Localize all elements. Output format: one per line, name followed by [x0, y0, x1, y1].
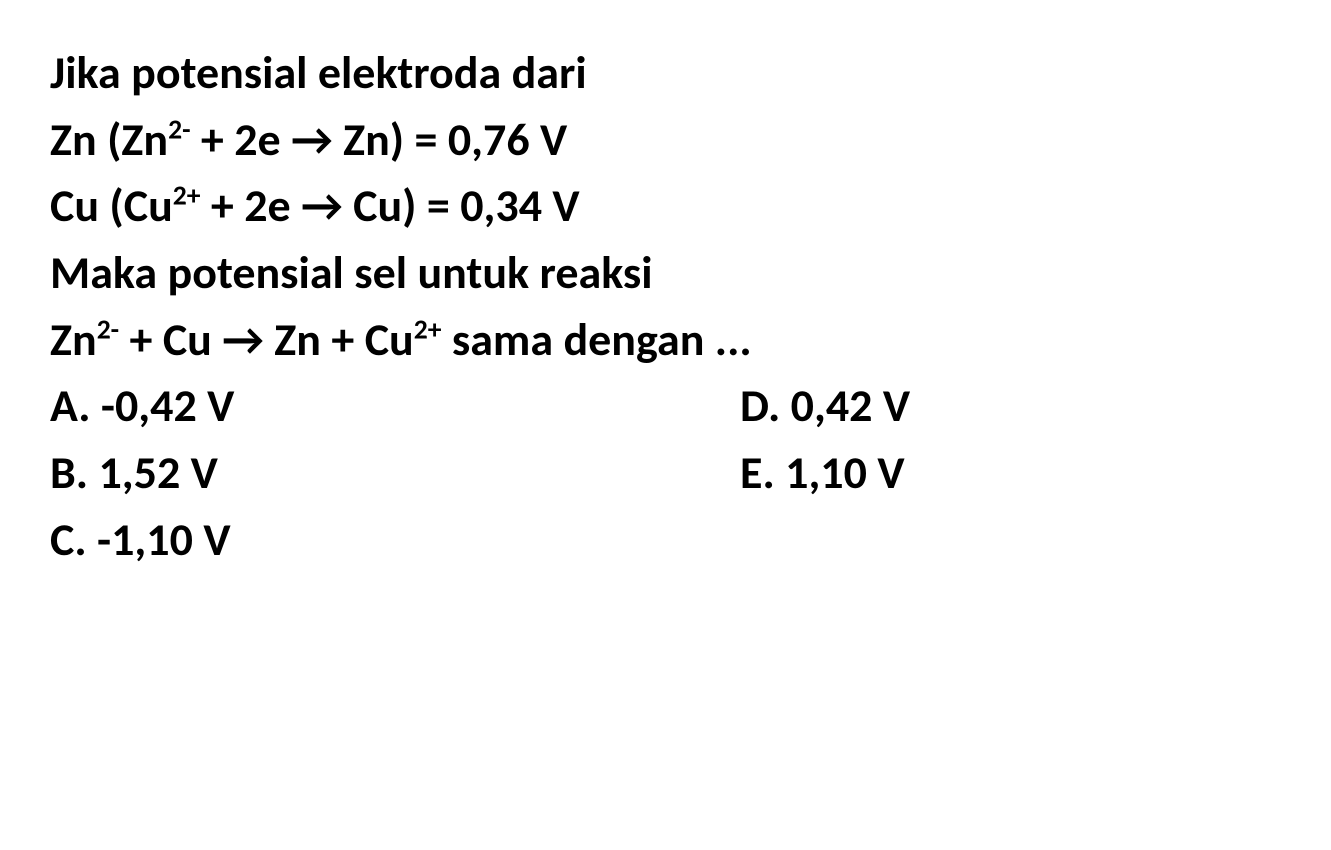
option-row-1: A. -0,42 V D. 0,42 V	[50, 373, 1281, 440]
options-block: A. -0,42 V D. 0,42 V B. 1,52 V E. 1,10 V…	[50, 373, 1281, 573]
superscript-cu: 2+	[173, 180, 201, 213]
option-a: A. -0,42 V	[50, 373, 740, 440]
option-e: E. 1,10 V	[740, 440, 905, 507]
text-rx-a: Zn	[50, 312, 97, 368]
superscript-zn: 2-	[168, 113, 190, 146]
text-rx-b: + Cu → Zn + Cu	[119, 312, 414, 368]
text-cu-pre: Cu (Cu	[50, 178, 173, 234]
question-line-4: Maka potensial sel untuk reaksi	[50, 240, 1281, 307]
question-line-5: Zn2- + Cu → Zn + Cu2+ sama dengan ...	[50, 307, 1281, 374]
question-line-1: Jika potensial elektroda dari	[50, 40, 1281, 107]
option-row-3: C. -1,10 V	[50, 507, 1281, 574]
superscript-rx-1: 2-	[97, 313, 119, 346]
question-line-3: Cu (Cu2+ + 2e → Cu) = 0,34 V	[50, 173, 1281, 240]
text-zn-pre: Zn (Zn	[50, 112, 168, 168]
text-cu-post: + 2e → Cu) = 0,34 V	[201, 178, 580, 234]
text-zn-post: + 2e → Zn) = 0,76 V	[191, 112, 568, 168]
option-d: D. 0,42 V	[740, 373, 910, 440]
option-b: B. 1,52 V	[50, 440, 740, 507]
superscript-rx-2: 2+	[414, 313, 442, 346]
text-rx-c: sama dengan ...	[441, 312, 751, 368]
option-row-2: B. 1,52 V E. 1,10 V	[50, 440, 1281, 507]
question-line-2: Zn (Zn2- + 2e → Zn) = 0,76 V	[50, 107, 1281, 174]
option-c: C. -1,10 V	[50, 507, 740, 574]
